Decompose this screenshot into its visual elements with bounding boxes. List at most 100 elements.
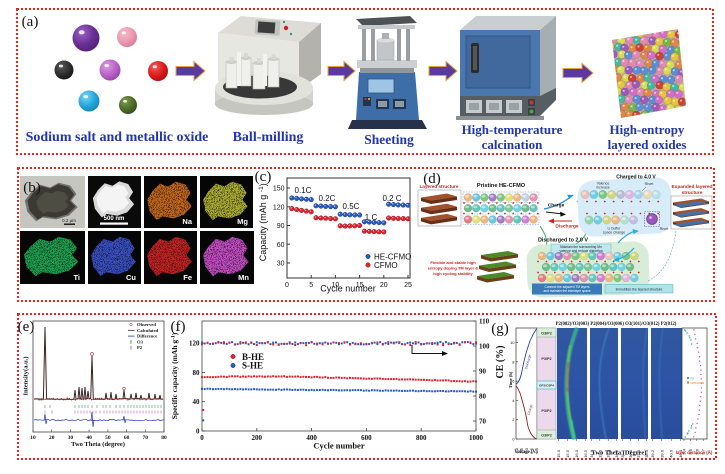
svg-text:Sodium salt and metallic oxide: Sodium salt and metallic oxide [26,130,209,145]
svg-text:layered oxides: layered oxides [608,137,687,152]
svg-text:and maintain the interlayer sp: and maintain the interlayer space [544,289,591,293]
svg-text:150: 150 [273,186,285,193]
svg-text:P3/P2: P3/P2 [541,357,551,361]
svg-text:40: 40 [86,435,92,441]
svg-text:0: 0 [196,428,200,436]
svg-text:P2: P2 [137,345,143,350]
svg-text:valence and reduce distortion: valence and reduce distortion [559,249,602,253]
svg-text:39.2: 39.2 [650,449,655,458]
svg-text:HE-CFMO: HE-CFMO [374,253,411,262]
svg-text:Specific capacity (mAh g-1): Specific capacity (mAh g-1) [170,332,179,419]
svg-text:35.0: 35.0 [620,449,625,458]
svg-text:39.6: 39.6 [659,449,664,458]
svg-text:5.4: 5.4 [682,448,687,454]
svg-text:2: 2 [512,417,515,422]
svg-text:5.6: 5.6 [694,448,699,454]
svg-text:Rivet: Rivet [660,227,670,231]
svg-text:2.5: 2.5 [529,447,534,453]
svg-text:O3/P2: O3/P2 [541,332,552,336]
svg-text:80: 80 [193,369,201,377]
svg-text:O3/P2: O3/P2 [541,434,552,438]
svg-text:High-temperature: High-temperature [462,122,563,137]
svg-text:(d): (d) [423,171,441,187]
svg-text:70: 70 [143,435,149,441]
svg-text:structure: structure [682,190,703,196]
svg-text:Difference: Difference [137,334,157,339]
svg-text:P3/P2: P3/P2 [541,409,551,413]
svg-text:Pristine HE-CFMO: Pristine HE-CFMO [477,183,526,189]
svg-text:Li buffer: Li buffer [608,227,622,231]
svg-text:Discharge: Discharge [524,354,532,370]
svg-text:20: 20 [380,282,388,289]
svg-text:(e): (e) [18,319,35,335]
svg-text:calcination: calcination [482,137,543,152]
svg-text:P2: P2 [691,377,695,381]
svg-text:(f): (f) [171,319,186,335]
svg-text:110: 110 [479,318,490,326]
svg-text:3.5: 3.5 [519,447,524,453]
svg-text:40.4: 40.4 [678,449,683,458]
svg-text:15.0: 15.0 [556,449,561,458]
svg-text:80: 80 [161,435,167,441]
svg-text:B-HE: B-HE [242,352,264,362]
svg-text:S-HE: S-HE [242,361,263,371]
svg-text:Ti: Ti [73,273,80,282]
svg-text:4: 4 [512,398,515,403]
svg-text:Capacity (mAh g: Capacity (mAh g [258,195,268,262]
svg-text:Calculated: Calculated [137,328,159,333]
svg-text:Fe: Fe [183,273,192,282]
svg-text:Charged to 4.0 V: Charged to 4.0 V [616,175,656,181]
svg-text:Time (h): Time (h) [508,371,513,388]
svg-text:(c): (c) [255,169,272,185]
svg-text:P2(002)/O3(003) P2(004)/O3(006: P2(002)/O3(003) P2(004)/O3(006) O3(101)/… [556,322,677,327]
svg-text:High-entropy: High-entropy [610,122,685,137]
svg-text:0: 0 [512,437,515,442]
svg-text:Expanded layered: Expanded layered [671,184,712,190]
svg-text:0.2 C: 0.2 C [382,194,401,203]
svg-text:high cycling stability: high cycling stability [433,271,473,276]
svg-text:Maintain the surrounding Mn: Maintain the surrounding Mn [560,245,602,249]
svg-text:Intensity(a.u.): Intensity(a.u.) [23,356,30,395]
svg-text:15.5: 15.5 [565,449,570,458]
svg-text:space change: space change [603,231,625,235]
svg-text:38.0: 38.0 [644,449,649,458]
svg-text:Observed: Observed [137,322,156,327]
svg-text:Cu: Cu [126,273,136,282]
svg-text:50: 50 [105,435,111,441]
svg-text:Voltage (V): Voltage (V) [514,450,538,455]
svg-text:Na: Na [182,217,192,226]
svg-text:Charge: Charge [527,404,534,416]
svg-text:3.0: 3.0 [524,447,529,453]
svg-text:OP2/O3P4: OP2/O3P4 [691,381,705,385]
svg-text:0.2C: 0.2C [319,194,336,203]
svg-text:40.0: 40.0 [669,449,674,458]
svg-text:70: 70 [479,418,487,426]
svg-text:2.0: 2.0 [534,447,539,453]
svg-text:5.7: 5.7 [701,448,706,454]
svg-text:(b): (b) [23,180,41,196]
svg-text:37.0: 37.0 [636,449,641,458]
svg-text:5.5: 5.5 [688,448,693,454]
svg-text:0.2 μm: 0.2 μm [62,218,76,223]
svg-text:90: 90 [479,368,487,376]
svg-text:40: 40 [193,398,201,406]
svg-text:entropy doping TM layer &: entropy doping TM layer & [428,266,479,271]
svg-text:layer distance (Å): layer distance (Å) [676,450,713,455]
svg-text:Mn: Mn [238,273,249,282]
svg-text:120: 120 [273,204,285,211]
svg-text:Two Theta (degree): Two Theta (degree) [71,441,125,448]
svg-text:36.0: 36.0 [628,449,633,458]
svg-text:16.0: 16.0 [574,449,579,458]
svg-text:1000: 1000 [469,434,484,442]
svg-text:Mg: Mg [237,217,248,226]
svg-text:(a): (a) [22,14,39,30]
svg-text:-1): -1) [258,183,268,192]
svg-text:200: 200 [252,434,263,442]
svg-text:Discharge: Discharge [555,224,579,230]
svg-text:15: 15 [356,282,364,289]
svg-text:6: 6 [512,379,515,384]
svg-text:30: 30 [68,435,74,441]
svg-text:Cycle number: Cycle number [320,284,376,294]
svg-text:10: 10 [332,282,340,289]
svg-text:32.0: 32.0 [597,449,602,458]
